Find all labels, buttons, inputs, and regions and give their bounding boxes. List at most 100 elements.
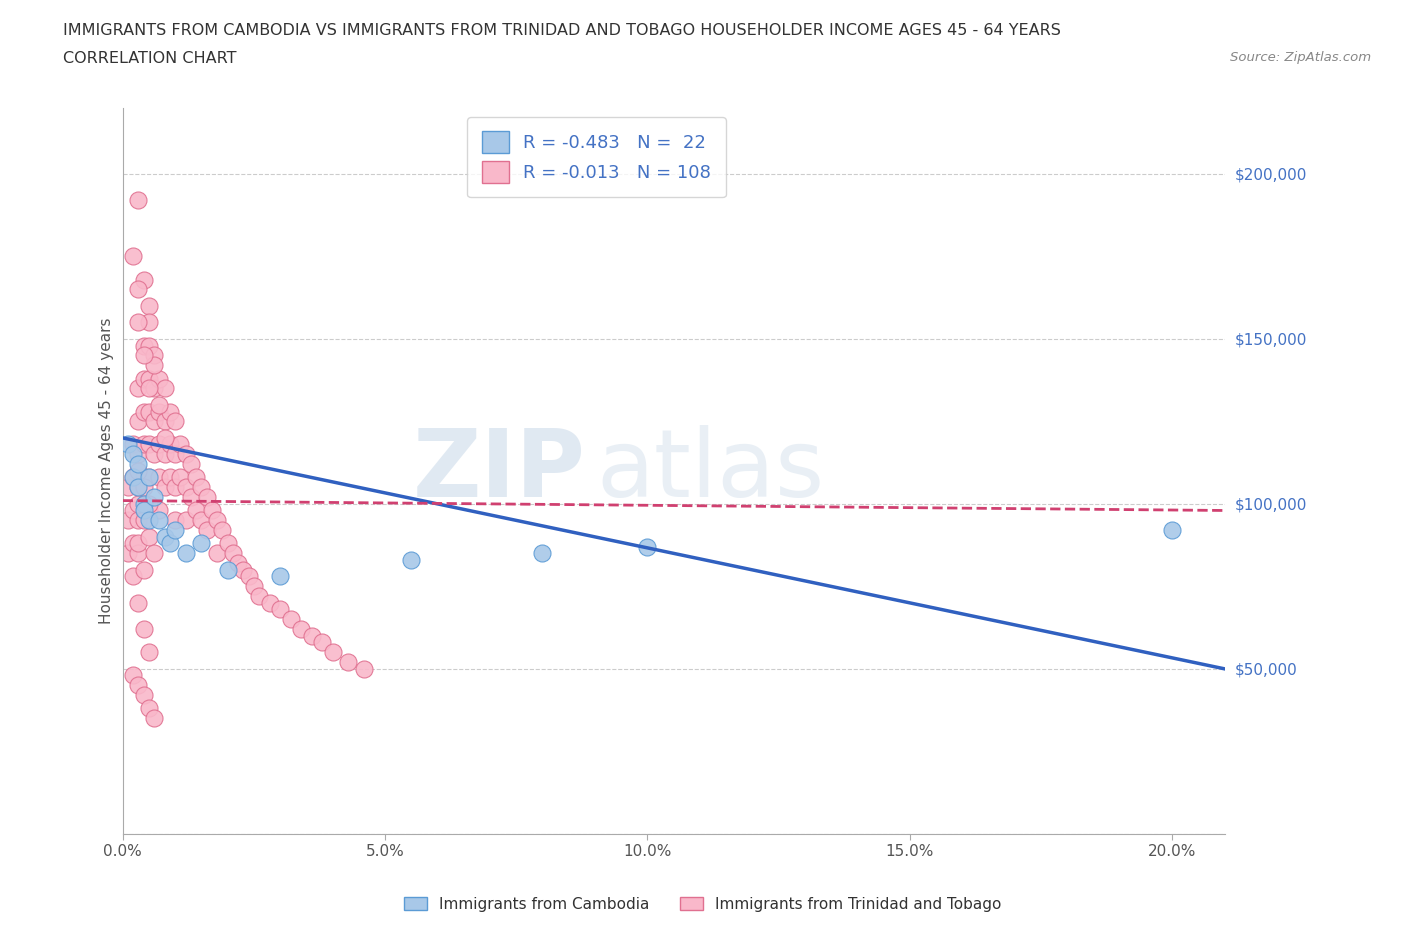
Point	[337, 655, 360, 670]
Point	[280, 612, 302, 627]
Point	[127, 480, 149, 495]
Point	[148, 397, 170, 412]
Point	[174, 513, 197, 528]
Text: CORRELATION CHART: CORRELATION CHART	[63, 51, 236, 66]
Point	[127, 536, 149, 551]
Point	[132, 497, 155, 512]
Point	[148, 503, 170, 518]
Point	[205, 546, 228, 561]
Point	[174, 546, 197, 561]
Point	[127, 282, 149, 297]
Point	[132, 404, 155, 418]
Point	[132, 503, 155, 518]
Point	[186, 470, 208, 485]
Point	[636, 539, 658, 554]
Point	[138, 381, 160, 396]
Point	[205, 513, 228, 528]
Point	[311, 635, 333, 650]
Point	[132, 371, 155, 386]
Point	[127, 457, 149, 472]
Legend: Immigrants from Cambodia, Immigrants from Trinidad and Tobago: Immigrants from Cambodia, Immigrants fro…	[398, 890, 1008, 918]
Point	[180, 457, 202, 472]
Point	[148, 513, 170, 528]
Point	[148, 404, 170, 418]
Point	[138, 513, 160, 528]
Point	[117, 480, 139, 495]
Point	[165, 447, 187, 462]
Point	[138, 497, 160, 512]
Point	[190, 513, 212, 528]
Point	[301, 629, 323, 644]
Point	[122, 447, 145, 462]
Point	[159, 437, 181, 452]
Point	[138, 299, 160, 313]
Point	[127, 414, 149, 429]
Text: IMMIGRANTS FROM CAMBODIA VS IMMIGRANTS FROM TRINIDAD AND TOBAGO HOUSEHOLDER INCO: IMMIGRANTS FROM CAMBODIA VS IMMIGRANTS F…	[63, 23, 1062, 38]
Point	[132, 339, 155, 353]
Point	[232, 563, 254, 578]
Point	[117, 437, 139, 452]
Point	[143, 358, 166, 373]
Point	[401, 552, 423, 567]
Point	[138, 437, 160, 452]
Point	[122, 668, 145, 683]
Point	[132, 348, 155, 363]
Point	[132, 470, 155, 485]
Point	[195, 523, 218, 538]
Point	[138, 339, 160, 353]
Point	[127, 513, 149, 528]
Point	[132, 622, 155, 637]
Point	[132, 563, 155, 578]
Point	[117, 546, 139, 561]
Point	[122, 503, 145, 518]
Text: Source: ZipAtlas.com: Source: ZipAtlas.com	[1230, 51, 1371, 64]
Point	[143, 381, 166, 396]
Point	[127, 480, 149, 495]
Point	[138, 470, 160, 485]
Point	[127, 463, 149, 478]
Point	[148, 371, 170, 386]
Point	[127, 315, 149, 330]
Y-axis label: Householder Income Ages 45 - 64 years: Householder Income Ages 45 - 64 years	[100, 318, 114, 624]
Point	[127, 497, 149, 512]
Point	[153, 447, 176, 462]
Point	[132, 437, 155, 452]
Point	[174, 480, 197, 495]
Point	[122, 437, 145, 452]
Point	[138, 644, 160, 659]
Point	[247, 589, 270, 604]
Point	[127, 678, 149, 693]
Point	[211, 523, 233, 538]
Point	[138, 701, 160, 716]
Point	[122, 470, 145, 485]
Point	[217, 563, 239, 578]
Point	[159, 536, 181, 551]
Legend: R = -0.483   N =  22, R = -0.013   N = 108: R = -0.483 N = 22, R = -0.013 N = 108	[467, 117, 725, 197]
Point	[201, 503, 224, 518]
Point	[169, 437, 191, 452]
Point	[138, 371, 160, 386]
Point	[174, 447, 197, 462]
Point	[138, 503, 160, 518]
Point	[122, 470, 145, 485]
Point	[217, 536, 239, 551]
Point	[153, 480, 176, 495]
Point	[127, 193, 149, 207]
Point	[153, 431, 176, 445]
Point	[269, 569, 291, 584]
Point	[159, 404, 181, 418]
Point	[165, 513, 187, 528]
Point	[531, 546, 554, 561]
Point	[132, 272, 155, 287]
Point	[243, 578, 266, 593]
Point	[238, 569, 260, 584]
Point	[143, 414, 166, 429]
Point	[138, 470, 160, 485]
Point	[143, 490, 166, 505]
Point	[169, 470, 191, 485]
Point	[322, 644, 344, 659]
Point	[353, 661, 375, 676]
Point	[1161, 523, 1184, 538]
Point	[165, 480, 187, 495]
Point	[259, 595, 281, 610]
